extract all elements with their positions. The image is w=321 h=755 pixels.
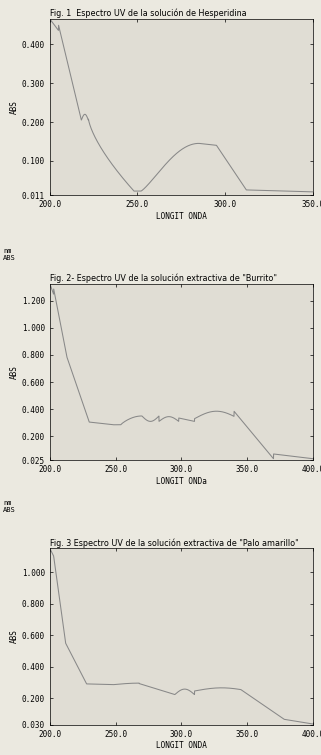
Y-axis label: ABS: ABS [10, 365, 19, 379]
Text: nm
ABS: nm ABS [3, 500, 16, 513]
Text: Fig. 3 Espectro UV de la solución extractiva de "Palo amarillo": Fig. 3 Espectro UV de la solución extrac… [50, 538, 299, 547]
Text: nm
ABS: nm ABS [3, 248, 16, 260]
Text: Fig. 2- Espectro UV de la solución extractiva de "Burrito": Fig. 2- Espectro UV de la solución extra… [50, 273, 277, 283]
X-axis label: LONGIT ONDA: LONGIT ONDA [156, 212, 207, 221]
X-axis label: LONGIT ONDA: LONGIT ONDA [156, 741, 207, 750]
Y-axis label: ABS: ABS [10, 100, 19, 114]
Y-axis label: ABS: ABS [10, 630, 19, 643]
X-axis label: LONGIT ONDa: LONGIT ONDa [156, 476, 207, 485]
Text: Fig. 1  Espectro UV de la solución de Hesperidina: Fig. 1 Espectro UV de la solución de Hes… [50, 8, 247, 18]
